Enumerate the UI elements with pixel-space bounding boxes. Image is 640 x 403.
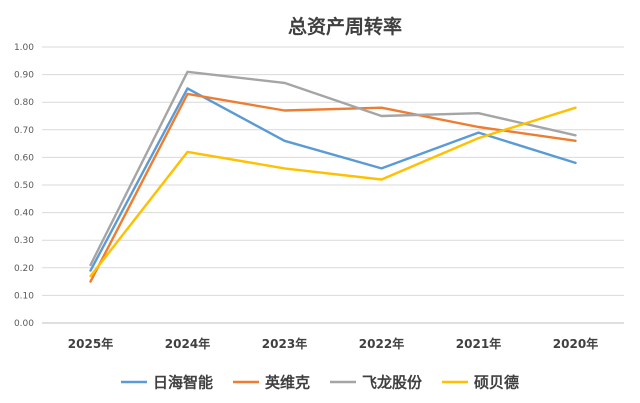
legend-label: 日海智能 — [153, 374, 213, 392]
series-line — [89, 87, 577, 272]
x-tick-label: 2022年 — [359, 336, 404, 351]
y-axis-ticks: 0.00 0.10 0.20 0.30 0.40 0.50 0.60 0.70 0.80 0.90… — [14, 43, 34, 329]
y-tick-label: 0.40 — [14, 209, 34, 219]
y-tick-label: 0.70 — [14, 126, 34, 136]
y-tick-label: 0.60 — [14, 153, 34, 163]
y-tick-label: 0.10 — [14, 291, 34, 301]
series-lines — [89, 70, 577, 283]
x-tick-label: 2020年 — [553, 336, 598, 351]
y-tick-label: 1.00 — [14, 43, 34, 53]
series-line — [89, 106, 577, 278]
x-axis-ticks: 2025年 2024年 2023年 2022年 2021年 2020年 — [68, 336, 598, 351]
legend-label: 飞龙股份 — [362, 374, 423, 392]
y-tick-label: 0.30 — [14, 236, 34, 246]
legend-label: 英维克 — [265, 374, 310, 392]
x-tick-label: 2025年 — [68, 336, 113, 351]
series-line — [89, 92, 577, 283]
y-tick-label: 0.00 — [14, 319, 34, 329]
series-line — [89, 70, 577, 267]
y-tick-label: 0.20 — [14, 264, 34, 274]
y-tick-label: 0.80 — [14, 98, 34, 108]
gridlines — [42, 46, 624, 324]
x-tick-label: 2024年 — [165, 336, 210, 351]
x-tick-label: 2023年 — [262, 336, 307, 351]
legend: 日海智能 英维克 飞龙股份 硕贝德 — [120, 374, 519, 392]
x-tick-label: 2021年 — [456, 336, 501, 351]
y-tick-label: 0.50 — [14, 181, 34, 191]
y-tick-label: 0.90 — [14, 71, 34, 81]
chart-title: 总资产周转率 — [288, 15, 402, 38]
legend-label: 硕贝德 — [474, 374, 519, 392]
